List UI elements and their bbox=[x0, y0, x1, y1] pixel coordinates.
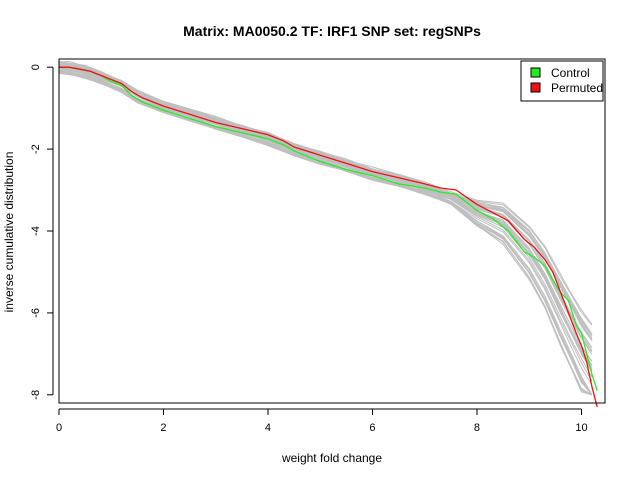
y-tick-label: -2 bbox=[30, 144, 42, 154]
background-series-line bbox=[58, 64, 593, 355]
main-series-group bbox=[59, 66, 598, 408]
background-series-line bbox=[58, 63, 593, 335]
x-tick-label: 10 bbox=[575, 422, 587, 434]
background-series-line bbox=[58, 62, 593, 342]
x-tick-label: 2 bbox=[160, 422, 166, 434]
x-tick-label: 6 bbox=[369, 422, 375, 434]
legend-swatch-control bbox=[530, 67, 541, 78]
legend-box bbox=[520, 60, 604, 102]
series-line-permuted bbox=[59, 66, 598, 408]
background-series-line bbox=[58, 63, 593, 348]
background-series-line bbox=[58, 62, 593, 341]
legend: Control Permuted bbox=[520, 60, 604, 102]
y-axis: 0 -2 -4 -6 -8 bbox=[30, 64, 54, 400]
x-axis-label: weight fold change bbox=[281, 451, 382, 465]
background-series-line bbox=[58, 63, 593, 340]
legend-label-permuted: Permuted bbox=[551, 81, 603, 95]
plot-frame bbox=[58, 58, 606, 404]
y-tick-label: 0 bbox=[30, 64, 42, 70]
background-series-group bbox=[58, 60, 593, 396]
background-series-line bbox=[58, 67, 593, 370]
x-tick-label: 0 bbox=[56, 422, 62, 434]
x-axis: 0 2 4 6 8 10 bbox=[56, 408, 588, 434]
background-series-line bbox=[58, 70, 593, 386]
legend-label-control: Control bbox=[551, 66, 590, 80]
x-tick-label: 4 bbox=[265, 422, 271, 434]
background-series-line bbox=[58, 63, 593, 337]
y-tick-label: -4 bbox=[30, 226, 42, 236]
background-series-line bbox=[58, 65, 593, 362]
background-series-line bbox=[58, 64, 593, 352]
background-series-line bbox=[58, 72, 593, 396]
background-series-line bbox=[58, 64, 593, 353]
y-tick-label: -6 bbox=[30, 308, 42, 318]
background-series-line bbox=[58, 63, 593, 339]
y-tick-label: -8 bbox=[30, 390, 42, 400]
y-axis-label: inverse cumulative distribution bbox=[2, 152, 16, 313]
background-series-line bbox=[58, 64, 593, 349]
chart-title: Matrix: MA0050.2 TF: IRF1 SNP set: regSN… bbox=[183, 23, 481, 39]
background-series-line bbox=[58, 65, 593, 362]
legend-swatch-permuted bbox=[530, 82, 541, 93]
background-series-line bbox=[59, 62, 593, 340]
x-tick-label: 8 bbox=[474, 422, 480, 434]
